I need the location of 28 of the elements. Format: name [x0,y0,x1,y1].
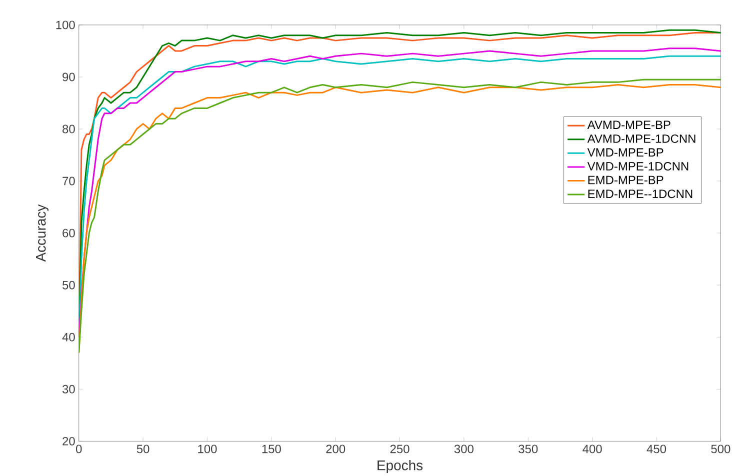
y-tick-label: 60 [62,228,75,238]
x-tick-label: 350 [518,444,538,453]
y-tick-label: 80 [62,124,75,134]
y-axis-title: Accuracy [36,204,48,262]
legend-label: VMD-MPE-1DCNN [587,162,688,170]
y-tick-label: 50 [62,280,75,290]
y-tick-label: 100 [56,20,75,29]
y-tick-label: 30 [62,384,75,394]
x-axis-title: Epochs [378,460,423,473]
legend-label: VMD-MPE-BP [587,148,664,156]
x-tick-label: 400 [582,444,602,453]
y-tick-label: 90 [62,72,75,82]
x-tick-label: 0 [76,444,82,453]
y-tick-label: 70 [62,176,75,186]
x-tick-label: 50 [136,444,150,453]
x-tick-label: 500 [711,444,730,453]
y-tick-label: 20 [62,436,75,446]
legend-label: AVMD-MPE-1DCNN [587,134,696,143]
y-tick-label: 40 [62,332,75,342]
x-tick-label: 250 [390,444,410,453]
x-tick-label: 450 [646,444,666,453]
x-tick-label: 100 [198,444,217,453]
legend-label: EMD-MPE--1DCNN [588,189,692,198]
legend-label: AVMD-MPE-BP [587,120,670,129]
x-tick-label: 150 [262,444,281,453]
legend-label: EMD-MPE-BP [588,176,664,184]
x-tick-label: 200 [326,444,346,453]
x-tick-label: 300 [454,444,474,453]
